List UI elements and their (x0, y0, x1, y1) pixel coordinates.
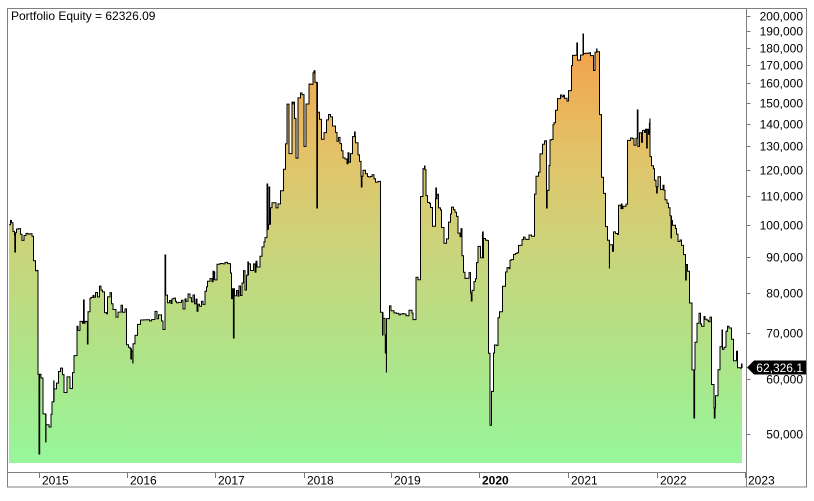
svg-text:200,000: 200,000 (760, 10, 804, 24)
svg-text:50,000: 50,000 (766, 428, 803, 442)
svg-text:130,000: 130,000 (760, 140, 804, 154)
svg-text:2020: 2020 (482, 474, 509, 488)
svg-text:2017: 2017 (218, 474, 245, 488)
svg-text:2023: 2023 (748, 474, 775, 488)
svg-text:2018: 2018 (307, 474, 334, 488)
svg-text:110,000: 110,000 (761, 190, 804, 204)
svg-text:2021: 2021 (571, 474, 598, 488)
svg-text:2016: 2016 (130, 474, 157, 488)
svg-text:120,000: 120,000 (760, 164, 804, 178)
svg-text:190,000: 190,000 (760, 25, 804, 39)
svg-text:180,000: 180,000 (760, 42, 804, 56)
svg-text:70,000: 70,000 (766, 327, 803, 341)
svg-text:80,000: 80,000 (766, 287, 803, 301)
svg-text:62,326.1: 62,326.1 (756, 361, 803, 375)
svg-text:Portfolio Equity = 62326.09: Portfolio Equity = 62326.09 (11, 9, 156, 23)
svg-text:60,000: 60,000 (766, 373, 803, 387)
svg-text:100,000: 100,000 (760, 219, 804, 233)
svg-text:140,000: 140,000 (760, 118, 804, 132)
svg-text:2022: 2022 (660, 474, 687, 488)
svg-text:90,000: 90,000 (766, 251, 803, 265)
svg-text:2019: 2019 (394, 474, 421, 488)
svg-text:2015: 2015 (42, 474, 69, 488)
svg-text:160,000: 160,000 (760, 77, 804, 91)
svg-text:170,000: 170,000 (760, 59, 804, 73)
svg-text:150,000: 150,000 (760, 97, 804, 111)
